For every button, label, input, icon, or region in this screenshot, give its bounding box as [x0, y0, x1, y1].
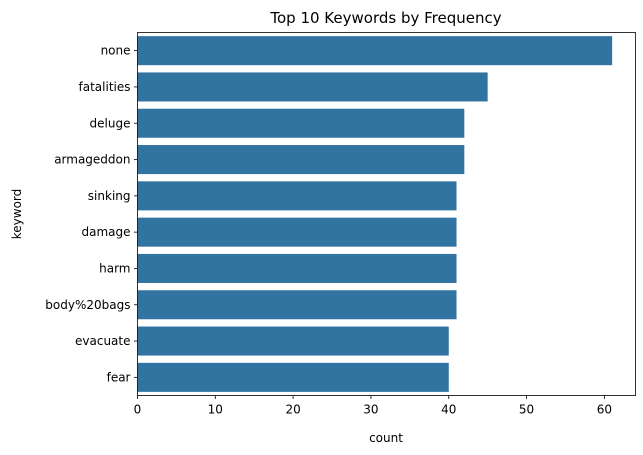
- y-tick-label: deluge: [90, 116, 131, 130]
- y-tick-label: armageddon: [54, 153, 130, 167]
- bar-none: [137, 36, 613, 66]
- y-tick-label: damage: [81, 225, 130, 239]
- bar-fatalities: [137, 72, 488, 102]
- x-tick-label: 30: [363, 403, 378, 417]
- chart-title: Top 10 Keywords by Frequency: [269, 9, 501, 27]
- y-tick-label: body%20bags: [45, 298, 130, 312]
- x-tick-label: 10: [208, 403, 223, 417]
- y-tick-label: none: [101, 44, 131, 58]
- y-tick-label: fatalities: [79, 80, 131, 94]
- bar-harm: [137, 253, 457, 283]
- plot-frame: [137, 32, 636, 396]
- x-tick-label: 40: [441, 403, 456, 417]
- x-ticks-group: 0 10 20 30 40 50 60: [134, 395, 612, 417]
- x-tick-label: 50: [519, 403, 534, 417]
- bar-armageddon: [137, 145, 465, 175]
- bar-damage: [137, 217, 457, 247]
- bar-deluge: [137, 108, 465, 138]
- x-axis-label: count: [369, 431, 403, 445]
- x-tick-label: 20: [285, 403, 300, 417]
- x-tick-label: 0: [134, 403, 142, 417]
- x-tick-label: 60: [597, 403, 612, 417]
- y-ticks-group: none fatalities deluge armageddon sinking dam…: [45, 44, 138, 384]
- y-tick-label: sinking: [88, 189, 131, 203]
- bar-fear: [137, 362, 449, 392]
- y-tick-label: evacuate: [75, 334, 130, 348]
- y-tick-label: fear: [107, 370, 131, 384]
- y-axis-label: keyword: [10, 189, 24, 240]
- bars-group: [137, 36, 613, 392]
- bar-body%20bags: [137, 290, 457, 320]
- bar-sinking: [137, 181, 457, 211]
- bar-evacuate: [137, 326, 449, 356]
- y-tick-label: harm: [99, 261, 130, 275]
